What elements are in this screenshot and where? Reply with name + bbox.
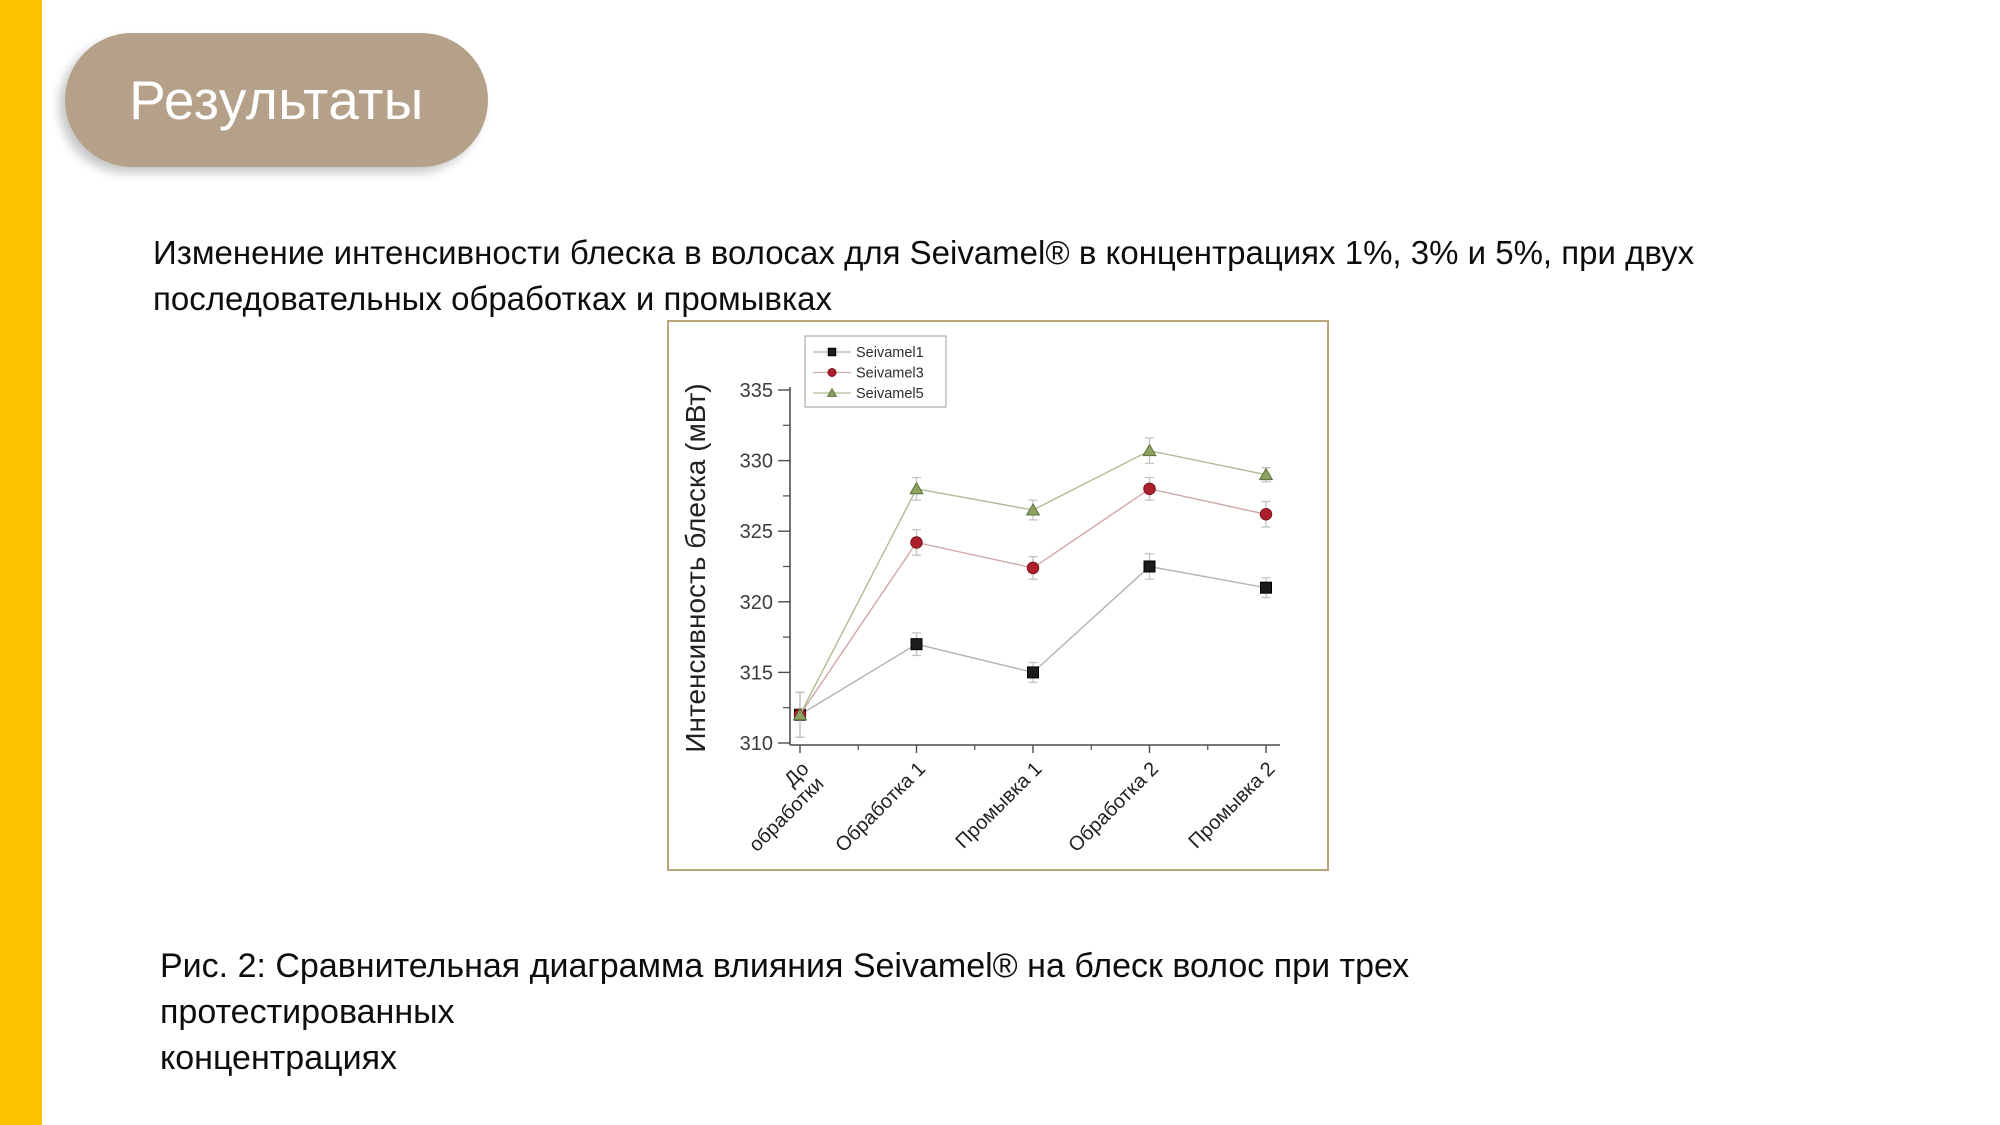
svg-text:Дообработки: Дообработки [730, 758, 828, 856]
svg-text:330: 330 [740, 451, 773, 473]
legend-label: Seivamel3 [856, 366, 924, 382]
page-title: Результаты [129, 69, 424, 131]
svg-text:310: 310 [740, 733, 773, 755]
svg-text:325: 325 [740, 521, 773, 543]
title-pill: Результаты [65, 33, 488, 167]
svg-text:335: 335 [740, 380, 773, 402]
x-tick-label: Дообработки [730, 758, 828, 856]
chart-figure: 310 315 320 325 330 335 Интенсивность блеска (… [667, 320, 1329, 871]
y-axis-title: Интенсивность блеска (мВт) [680, 383, 711, 752]
left-accent-bar [0, 0, 42, 1125]
series-seivamel1 [794, 553, 1272, 739]
x-tick-label: Промывка 2 [1185, 758, 1280, 853]
svg-text:315: 315 [740, 662, 773, 684]
legend-label: Seivamel1 [856, 345, 924, 361]
svg-text:Промывка 2: Промывка 2 [1185, 758, 1280, 853]
svg-text:Промывка 1: Промывка 1 [952, 758, 1047, 853]
series-seivamel5 [792, 437, 1274, 739]
figure-caption: Рис. 2: Сравнительная диаграмма влияния … [160, 947, 1410, 1078]
svg-text:Обработка 1: Обработка 1 [831, 758, 930, 857]
legend-label: Seivamel5 [856, 386, 924, 402]
svg-text:Обработка 2: Обработка 2 [1064, 758, 1163, 857]
intro-paragraph: Изменение интенсивности блеска в волосах… [153, 234, 1695, 317]
results-line-chart: 310 315 320 325 330 335 Интенсивность блеска (… [680, 335, 1280, 857]
x-axis-ticks: Дообработки Обработка 1 Промывка 1 Обработк… [730, 745, 1280, 857]
x-tick-label: Обработка 1 [831, 758, 930, 857]
y-axis-ticks: 310 315 320 325 330 335 [740, 380, 790, 755]
chart-legend: Seivamel1 Seivamel3 Seivamel5 [804, 335, 947, 408]
svg-text:320: 320 [740, 592, 773, 614]
x-tick-label: Промывка 1 [952, 758, 1047, 853]
x-tick-label: Обработка 2 [1064, 758, 1163, 857]
